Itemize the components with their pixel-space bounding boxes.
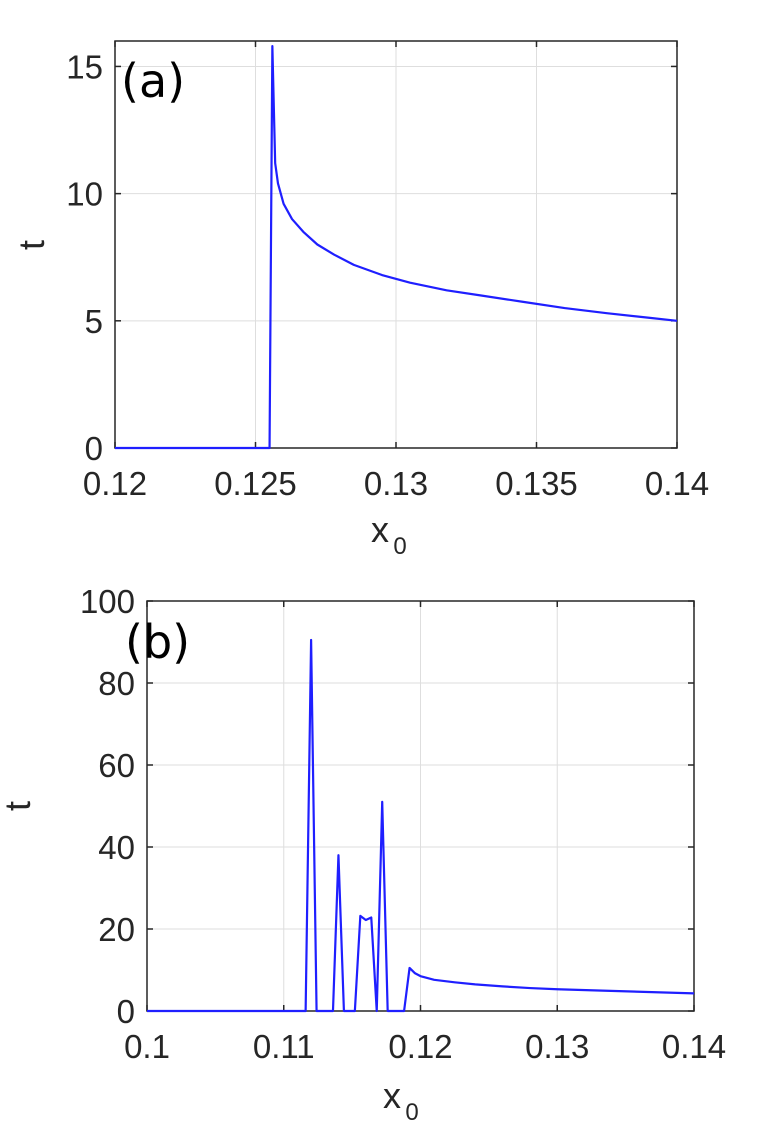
- data-point: [114, 447, 116, 449]
- y-tick-label: 5: [85, 303, 103, 340]
- data-point: [409, 282, 411, 284]
- data-point: [454, 981, 456, 983]
- data-point: [283, 203, 285, 205]
- data-point: [376, 1010, 378, 1012]
- data-point: [333, 254, 335, 256]
- data-point: [332, 1010, 334, 1012]
- x-axis-label-subscript: 0: [393, 533, 406, 560]
- x-tick-label: 0.14: [645, 465, 709, 502]
- x-tick-label: 0.14: [662, 1028, 726, 1065]
- x-tick-label: 0.11: [253, 1028, 315, 1065]
- y-axis-label: t: [11, 240, 52, 250]
- x-tick-label: 0.12: [83, 465, 147, 502]
- x-tick-label: 0.13: [364, 465, 428, 502]
- data-point: [305, 1010, 307, 1012]
- data-point: [370, 917, 372, 919]
- data-point: [409, 967, 411, 969]
- data-point: [343, 1010, 345, 1012]
- data-point: [274, 162, 276, 164]
- data-point: [648, 317, 650, 319]
- data-point: [359, 915, 361, 917]
- data-point: [446, 289, 448, 291]
- series-line: [115, 44, 678, 450]
- data-point: [337, 854, 339, 856]
- data-point: [392, 1010, 394, 1012]
- data-point: [316, 244, 318, 246]
- y-tick-label: 100: [80, 583, 135, 620]
- data-point: [529, 987, 531, 989]
- x-tick-label: 0.1: [124, 1028, 170, 1065]
- x-axis-label-subscript: 0: [405, 1099, 418, 1126]
- data-point: [277, 182, 279, 184]
- data-point: [271, 45, 273, 47]
- data-point: [474, 983, 476, 985]
- y-axis-label: t: [0, 801, 38, 811]
- data-point: [597, 990, 599, 992]
- y-tick-label: 15: [66, 48, 103, 85]
- series-line: [147, 638, 695, 1013]
- y-tick-label: 40: [98, 829, 135, 866]
- data-point: [420, 975, 422, 977]
- y-tick-label: 10: [66, 176, 103, 213]
- data-point: [302, 231, 304, 233]
- y-tick-label: 0: [117, 993, 135, 1030]
- y-tick-label: 80: [98, 665, 135, 702]
- data-point: [354, 1010, 356, 1012]
- data-point: [556, 988, 558, 990]
- data-point: [414, 972, 416, 974]
- x-tick-label: 0.13: [525, 1028, 589, 1065]
- x-tick-label: 0.135: [495, 465, 578, 502]
- y-tick-label: 60: [98, 747, 135, 784]
- x-tick-label: 0.125: [214, 465, 297, 502]
- data-point: [606, 312, 608, 314]
- data-point: [266, 447, 268, 449]
- y-tick-label: 20: [98, 911, 135, 948]
- data-point: [502, 985, 504, 987]
- panel-label: (b): [125, 615, 190, 669]
- data-point: [365, 919, 367, 921]
- data-point: [403, 1010, 405, 1012]
- data-point: [269, 447, 271, 449]
- data-point: [381, 801, 383, 803]
- data-point: [353, 264, 355, 266]
- data-point: [693, 992, 695, 994]
- data-point: [479, 294, 481, 296]
- data-point: [564, 307, 566, 309]
- data-point: [387, 1010, 389, 1012]
- x-axis-label: x: [383, 1075, 401, 1116]
- data-point: [381, 274, 383, 276]
- y-tick-label: 0: [85, 430, 103, 467]
- panel-label: (a): [121, 54, 185, 108]
- data-point: [638, 991, 640, 993]
- data-point: [433, 979, 435, 981]
- data-point: [310, 639, 312, 641]
- data-point: [316, 1010, 318, 1012]
- x-axis-label: x: [371, 509, 389, 550]
- data-point: [146, 1010, 148, 1012]
- x-tick-label: 0.12: [388, 1028, 452, 1065]
- data-point: [676, 320, 678, 322]
- data-point: [521, 301, 523, 303]
- data-point: [291, 218, 293, 220]
